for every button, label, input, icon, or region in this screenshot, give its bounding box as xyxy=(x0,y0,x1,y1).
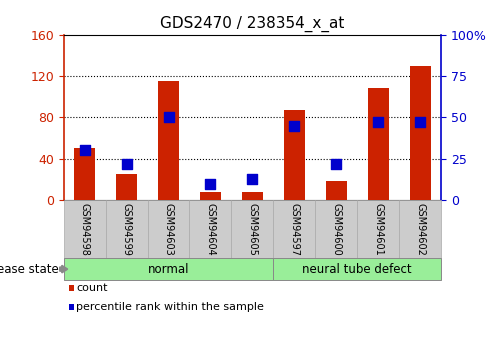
Text: GSM94600: GSM94600 xyxy=(331,203,341,256)
Point xyxy=(248,176,256,181)
Bar xyxy=(74,148,95,200)
Text: GSM94597: GSM94597 xyxy=(289,203,299,256)
Text: GSM94603: GSM94603 xyxy=(164,203,173,256)
Point xyxy=(206,181,214,186)
Point xyxy=(374,119,382,125)
Text: neural tube defect: neural tube defect xyxy=(302,263,412,276)
Point xyxy=(291,123,298,128)
Bar xyxy=(200,192,221,200)
Bar xyxy=(116,174,137,200)
Text: GSM94599: GSM94599 xyxy=(122,203,132,256)
Point xyxy=(122,161,130,166)
Bar xyxy=(410,66,431,200)
Text: GSM94598: GSM94598 xyxy=(80,203,90,256)
Title: GDS2470 / 238354_x_at: GDS2470 / 238354_x_at xyxy=(160,16,344,32)
Point xyxy=(332,161,340,166)
Bar xyxy=(326,181,346,200)
Text: GSM94602: GSM94602 xyxy=(415,203,425,256)
Point xyxy=(165,115,172,120)
Bar xyxy=(368,88,389,200)
Bar xyxy=(242,192,263,200)
Text: normal: normal xyxy=(148,263,189,276)
Text: disease state: disease state xyxy=(0,263,59,276)
Text: percentile rank within the sample: percentile rank within the sample xyxy=(76,302,264,312)
Point xyxy=(81,148,89,153)
Bar xyxy=(284,110,305,200)
Point xyxy=(416,119,424,125)
Text: GSM94601: GSM94601 xyxy=(373,203,383,256)
Text: GSM94605: GSM94605 xyxy=(247,203,257,256)
Bar xyxy=(158,81,179,200)
Text: count: count xyxy=(76,283,108,293)
Text: GSM94604: GSM94604 xyxy=(205,203,216,256)
